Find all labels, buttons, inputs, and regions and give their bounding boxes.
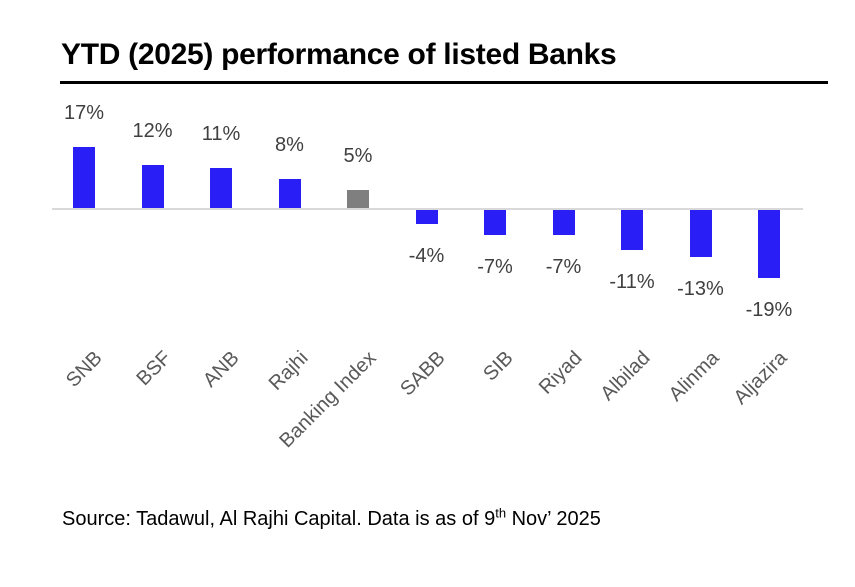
bar-albilad [621,210,643,250]
bar-banking-index [347,190,369,208]
source-note: Source: Tadawul, Al Rajhi Capital. Data … [62,506,601,532]
bar-bsf [141,164,164,208]
value-label-anb: 11% [201,123,241,146]
bar-riyad [552,210,575,236]
value-label-riyad: -7% [545,256,582,279]
source-text-prefix: Source: Tadawul, Al Rajhi Capital. Data … [62,508,496,530]
source-superscript: th [495,505,507,521]
value-label-bsf: 12% [132,119,173,142]
bar-sib [484,210,506,236]
value-label-sib: -7% [477,256,513,279]
bar-snb [73,146,95,208]
bar-anb [210,168,232,208]
title-underline [60,81,828,84]
value-label-sabb: -4% [408,245,445,268]
source-text-suffix: Nov’ 2025 [506,508,601,530]
value-label-albilad: -11% [609,270,655,293]
value-label-rajhi: 8% [275,134,304,157]
zero-axis-line [52,208,803,210]
value-label-alinma: -13% [677,277,724,300]
value-label-banking-index: 5% [343,145,373,167]
bar-aljazira [758,210,780,279]
value-label-aljazira: -19% [745,299,793,322]
value-label-snb: 17% [63,101,105,124]
bar-rajhi [278,179,301,208]
bar-alinma [689,210,712,257]
bar-sabb [415,210,438,225]
bar-chart: 17% SNB 12% BSF 11% ANB 8% Rajhi 5% Banking Index… [52,101,803,452]
chart-title: YTD (2025) performance of listed Banks [61,38,617,71]
